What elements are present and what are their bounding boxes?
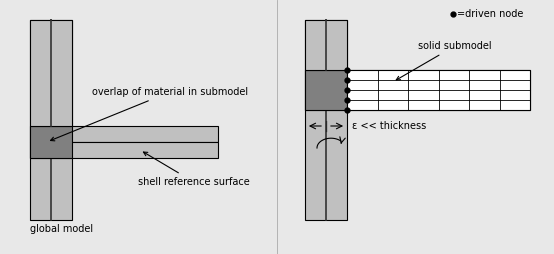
Bar [30,126,218,142]
Text: global model: global model [30,224,93,234]
Bar [305,20,347,220]
Bar [305,20,347,70]
Bar [30,126,72,158]
Bar [30,142,218,158]
Bar [30,20,72,126]
Bar [347,70,530,110]
Text: solid submodel: solid submodel [396,41,491,80]
Bar [30,20,72,220]
Bar [305,90,530,110]
Bar [305,70,530,90]
Text: shell reference surface: shell reference surface [138,152,250,187]
Text: =driven node: =driven node [457,9,524,19]
Bar [305,70,347,110]
Text: ε << thickness: ε << thickness [352,121,426,131]
Text: overlap of material in submodel: overlap of material in submodel [50,87,248,141]
